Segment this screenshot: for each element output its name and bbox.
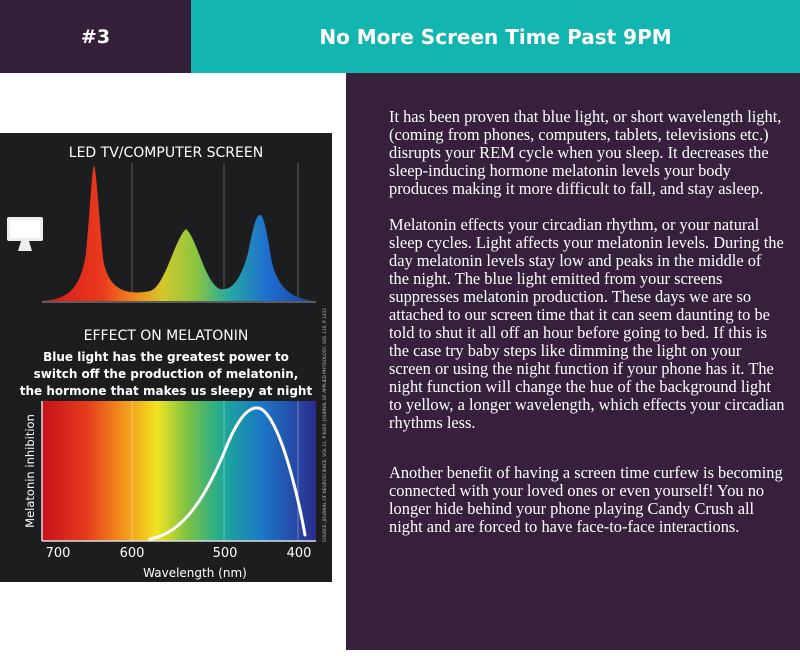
article-paragraph: Another benefit of having a screen time … [389, 463, 783, 536]
visible-spectrum [42, 401, 316, 541]
article-body: It has been proven that blue light, or s… [389, 108, 785, 554]
source-citation: SOURCE: JOURNAL OF NEUROSCIENCE, VOL 21,… [322, 308, 328, 542]
article-paragraph: Melatonin effects your circadian rhythm,… [389, 215, 785, 432]
monitor-icon [7, 217, 43, 251]
led-emission-spectrum [42, 166, 316, 301]
article-panel [346, 73, 800, 650]
chart-subtitle-line: the hormone that makes us sleepy at nigh… [19, 384, 313, 398]
chart-subtitle-line: Blue light has the greatest power to [43, 350, 289, 364]
melatonin-inhibition-curve [148, 406, 307, 541]
chart-subtitle-line: switch off the production of melatonin, [33, 367, 299, 381]
section-title: No More Screen Time Past 9PM [191, 0, 800, 73]
x-tick-label: 700 [46, 546, 71, 561]
section-number: #3 [0, 0, 191, 73]
article-paragraph: It has been proven that blue light, or s… [389, 107, 782, 198]
bottom-chart-title: EFFECT ON MELATONIN [83, 328, 249, 344]
x-tick-label: 600 [120, 546, 145, 561]
x-axis-label: Wavelength (nm) [143, 566, 247, 580]
chart-subtitle: Blue light has the greatest power to swi… [0, 349, 332, 400]
y-axis-label: Melatonin inhibition [23, 414, 37, 528]
melatonin-infographic: 700 600 500 400 Wavelength (nm) Melatoni… [0, 133, 332, 582]
x-tick-label: 500 [213, 546, 238, 561]
top-chart-title: LED TV/COMPUTER SCREEN [68, 145, 264, 161]
x-tick-label: 400 [287, 546, 312, 561]
